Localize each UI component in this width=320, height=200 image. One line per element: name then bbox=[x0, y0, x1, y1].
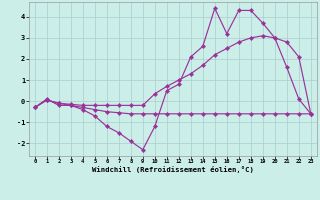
X-axis label: Windchill (Refroidissement éolien,°C): Windchill (Refroidissement éolien,°C) bbox=[92, 166, 254, 173]
